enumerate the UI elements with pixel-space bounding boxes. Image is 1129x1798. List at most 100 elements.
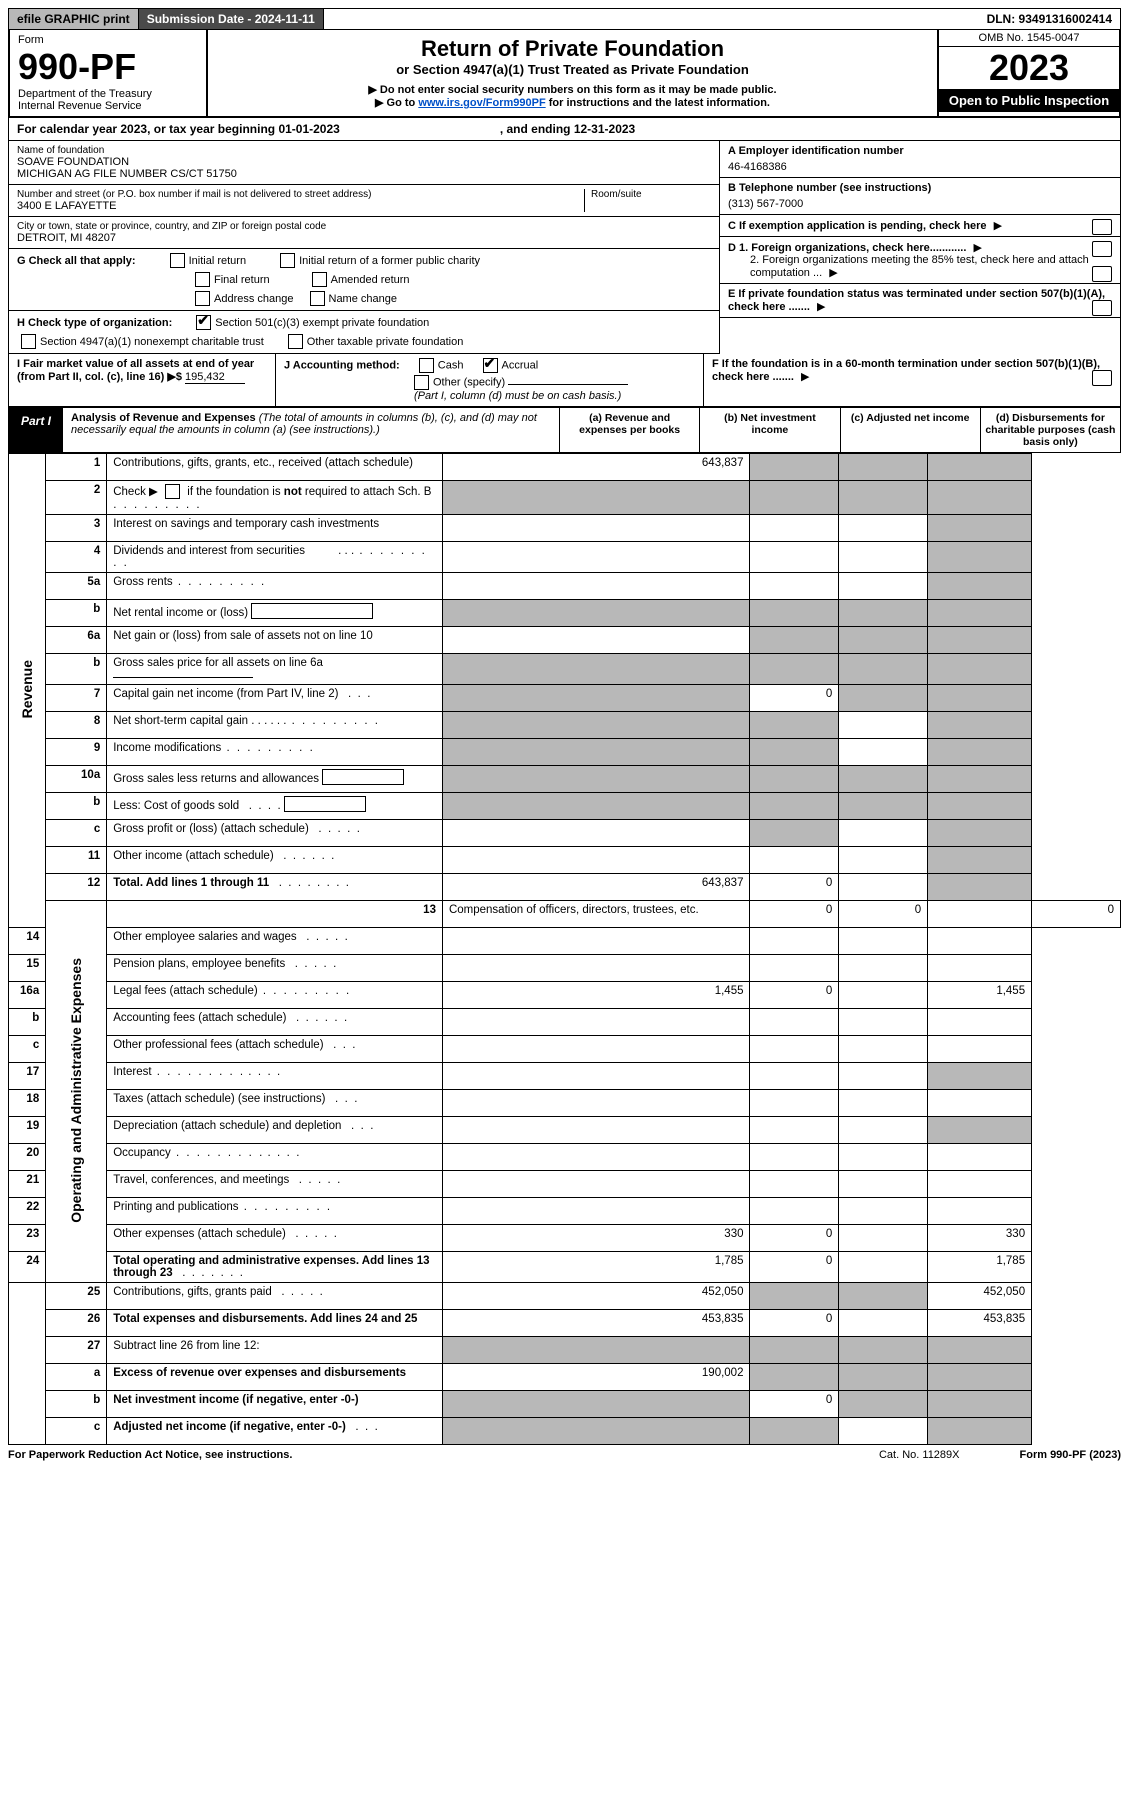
dept-treasury: Department of the Treasury	[18, 88, 198, 100]
g-address-checkbox[interactable]	[195, 291, 210, 306]
j-other-checkbox[interactable]	[414, 375, 429, 390]
g-initial-checkbox[interactable]	[170, 253, 185, 268]
table-row: 8Net short-term capital gain . . . . . .	[9, 712, 1121, 739]
val-a	[442, 627, 750, 654]
table-row: 24Total operating and administrative exp…	[9, 1252, 1121, 1283]
r20-d: Occupancy	[113, 1147, 171, 1159]
r9-d: Income modifications	[113, 742, 221, 754]
line-desc: Occupancy . . . .	[107, 1144, 443, 1171]
schb-checkbox[interactable]	[165, 484, 180, 499]
r2-a: Check ▶	[113, 486, 161, 498]
g-amended-checkbox[interactable]	[312, 272, 327, 287]
g-c1: Initial return	[189, 255, 246, 267]
line-desc: Pension plans, employee benefits . . . .…	[107, 955, 443, 982]
e-label: E If private foundation status was termi…	[728, 288, 1105, 313]
table-row: 18Taxes (attach schedule) (see instructi…	[9, 1090, 1121, 1117]
table-row: 3Interest on savings and temporary cash …	[9, 515, 1121, 542]
header-right: OMB No. 1545-0047 2023 Open to Public In…	[937, 30, 1119, 116]
val-d: 0	[1032, 901, 1121, 928]
linenum: 25	[46, 1283, 107, 1310]
linenum: 4	[46, 542, 107, 573]
val-a	[442, 515, 750, 542]
g-initial-former-checkbox[interactable]	[280, 253, 295, 268]
r7-d: Capital gain net income (from Part IV, l…	[113, 688, 338, 700]
line-desc: Dividends and interest from securities .…	[107, 542, 443, 573]
table-row: 21Travel, conferences, and meetings . . …	[9, 1171, 1121, 1198]
r6b-d: Gross sales price for all assets on line…	[113, 657, 323, 669]
val-b: 0	[750, 1252, 839, 1283]
dln: DLN: 93491316002414	[979, 9, 1120, 29]
col-d-head: (d) Disbursements for charitable purpose…	[981, 408, 1120, 452]
r10b-d: Less: Cost of goods sold	[113, 800, 239, 812]
val-c	[839, 928, 928, 955]
val-c	[839, 1310, 928, 1337]
val-c	[839, 955, 928, 982]
h-4947-checkbox[interactable]	[21, 334, 36, 349]
val-b	[750, 481, 839, 515]
val-d	[928, 1090, 1032, 1117]
table-row: 7Capital gain net income (from Part IV, …	[9, 685, 1121, 712]
table-row: bLess: Cost of goods sold . . . .	[9, 793, 1121, 820]
h-other-checkbox[interactable]	[288, 334, 303, 349]
table-row: 9Income modifications	[9, 739, 1121, 766]
e-checkbox[interactable]	[1092, 300, 1112, 316]
val-b	[750, 847, 839, 874]
linenum: 8	[46, 712, 107, 739]
linenum: b	[9, 1009, 46, 1036]
d-cell: D 1. Foreign organizations, check here..…	[720, 237, 1120, 284]
f-checkbox[interactable]	[1092, 370, 1112, 386]
g-name-checkbox[interactable]	[310, 291, 325, 306]
linenum: 14	[9, 928, 46, 955]
table-row: 12Total. Add lines 1 through 11 . . . . …	[9, 874, 1121, 901]
linenum: c	[46, 1418, 107, 1445]
instr-ssn: ▶ Do not enter social security numbers o…	[214, 83, 931, 96]
foundation-name2: MICHIGAN AG FILE NUMBER CS/CT 51750	[17, 168, 711, 180]
h-c3: Other taxable private foundation	[307, 336, 464, 348]
val-c	[839, 1009, 928, 1036]
linenum: b	[46, 1391, 107, 1418]
g-final-checkbox[interactable]	[195, 272, 210, 287]
linenum: 21	[9, 1171, 46, 1198]
r27c-d: Adjusted net income (if negative, enter …	[113, 1421, 346, 1433]
val-c	[839, 766, 928, 793]
linenum: 6a	[46, 627, 107, 654]
val-b	[750, 1090, 839, 1117]
val-c	[839, 654, 928, 685]
val-d	[928, 542, 1032, 573]
val-d	[928, 1144, 1032, 1171]
efile-badge: efile GRAPHIC print	[9, 9, 139, 29]
d2-checkbox[interactable]	[1092, 266, 1112, 282]
line-desc: Check ▶ if the foundation is not require…	[107, 481, 443, 515]
j-accrual-checkbox[interactable]	[483, 358, 498, 373]
d1-checkbox[interactable]	[1092, 241, 1112, 257]
j-cash-checkbox[interactable]	[419, 358, 434, 373]
val-b	[750, 739, 839, 766]
form-label: Form	[18, 34, 198, 46]
linenum: 5a	[46, 573, 107, 600]
line-desc: Gross rents	[107, 573, 443, 600]
linenum: 10a	[46, 766, 107, 793]
table-row: 27Subtract line 26 from line 12:	[9, 1337, 1121, 1364]
line-desc: Net short-term capital gain . . . . . .	[107, 712, 443, 739]
line-desc: Total operating and administrative expen…	[107, 1252, 443, 1283]
line-desc: Contributions, gifts, grants paid . . . …	[107, 1283, 443, 1310]
r19-d: Depreciation (attach schedule) and deple…	[113, 1120, 341, 1132]
dots	[173, 576, 267, 588]
val-b	[750, 573, 839, 600]
irs-label: Internal Revenue Service	[18, 100, 198, 112]
r27b-d: Net investment income (if negative, ente…	[113, 1394, 358, 1406]
val-d	[928, 847, 1032, 874]
r14-d: Other employee salaries and wages	[113, 931, 296, 943]
line-desc: Other professional fees (attach schedule…	[107, 1036, 443, 1063]
table-row: 23Other expenses (attach schedule) . . .…	[9, 1225, 1121, 1252]
form-header: Form 990-PF Department of the Treasury I…	[8, 30, 1121, 118]
e-cell: E If private foundation status was termi…	[720, 284, 1120, 318]
h-501c3-checkbox[interactable]	[196, 315, 211, 330]
c-checkbox[interactable]	[1092, 219, 1112, 235]
r11-d: Other income (attach schedule)	[113, 850, 273, 862]
room-label: Room/suite	[591, 189, 711, 200]
g-label: G Check all that apply:	[17, 255, 136, 267]
line-desc: Printing and publications	[107, 1198, 443, 1225]
addr-label: Number and street (or P.O. box number if…	[17, 189, 584, 200]
irs-link[interactable]: www.irs.gov/Form990PF	[418, 97, 545, 109]
